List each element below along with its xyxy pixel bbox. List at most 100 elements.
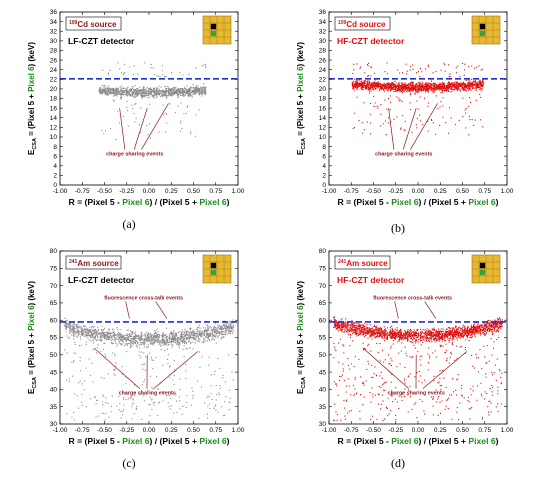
- data-point: [78, 325, 80, 327]
- data-point: [404, 82, 406, 84]
- data-point: [411, 356, 414, 358]
- data-point: [189, 87, 191, 89]
- data-point: [180, 337, 182, 339]
- data-point: [148, 94, 150, 96]
- data-point: [212, 338, 214, 340]
- data-point: [477, 323, 479, 325]
- data-point: [206, 330, 208, 332]
- data-point: [412, 86, 414, 88]
- y-tick-label: 65: [50, 300, 58, 307]
- data-point: [89, 330, 91, 332]
- data-point: [142, 92, 144, 94]
- data-point: [184, 341, 186, 343]
- data-point: [112, 352, 114, 354]
- data-point: [169, 341, 171, 344]
- data-point: [145, 91, 147, 93]
- data-point: [135, 90, 137, 92]
- y-axis-label: ECSA = (Pixel 5 + Pixel 6) (keV): [296, 42, 307, 155]
- data-point: [204, 336, 207, 338]
- data-point: [113, 339, 115, 341]
- data-point: [369, 113, 371, 115]
- y-axis-label-subscript: CSA: [32, 377, 38, 389]
- data-point: [85, 341, 87, 343]
- data-point: [490, 327, 492, 329]
- data-point: [132, 92, 134, 94]
- data-point: [401, 100, 403, 102]
- data-point: [129, 66, 131, 68]
- data-point: [194, 135, 197, 137]
- data-point: [175, 340, 177, 342]
- data-point: [151, 336, 153, 338]
- data-point: [108, 88, 110, 90]
- data-point: [468, 82, 470, 84]
- data-point: [142, 393, 144, 395]
- data-point: [185, 91, 187, 93]
- data-point: [166, 394, 168, 396]
- data-point: [158, 341, 160, 344]
- data-point: [468, 115, 470, 117]
- data-point: [95, 334, 97, 336]
- data-point: [95, 332, 97, 334]
- data-point: [434, 350, 436, 352]
- data-point: [420, 89, 422, 91]
- data-point: [196, 332, 198, 334]
- data-point: [132, 343, 134, 345]
- data-point: [475, 88, 477, 90]
- data-point: [418, 89, 420, 91]
- data-point: [222, 327, 225, 329]
- data-point: [159, 90, 161, 92]
- data-point: [400, 91, 403, 93]
- data-point: [362, 84, 364, 86]
- data-point: [195, 339, 197, 341]
- data-point: [135, 338, 137, 340]
- data-point: [64, 325, 66, 327]
- data-point: [112, 335, 114, 337]
- data-point: [197, 380, 199, 382]
- data-point: [221, 336, 223, 338]
- data-point: [201, 332, 203, 334]
- data-point: [440, 101, 442, 103]
- data-point: [133, 341, 136, 344]
- chart-panel-3: -1.00 -0.75 -0.50 -0.25 0.00 0.25 0.50 0.75 1.00…: [27, 248, 245, 470]
- data-point: [175, 90, 177, 92]
- data-point: [214, 330, 216, 332]
- data-point: [418, 90, 420, 92]
- data-point: [412, 64, 414, 66]
- data-point: [422, 123, 424, 125]
- data-point: [145, 340, 147, 342]
- data-point: [130, 93, 132, 95]
- data-point: [220, 330, 222, 332]
- data-point: [169, 92, 171, 95]
- data-point: [207, 334, 209, 336]
- data-point: [397, 82, 399, 85]
- data-point: [465, 85, 468, 87]
- data-point: [168, 94, 170, 96]
- data-point: [473, 80, 475, 82]
- data-point: [160, 335, 162, 337]
- data-point: [182, 90, 184, 92]
- data-point: [429, 87, 431, 89]
- data-point: [397, 89, 399, 91]
- data-point: [443, 86, 446, 89]
- data-point: [65, 328, 67, 330]
- data-point: [151, 95, 153, 97]
- data-point: [186, 348, 189, 350]
- annotation-arrow: [93, 347, 141, 389]
- data-point: [158, 343, 160, 345]
- data-point: [147, 89, 149, 92]
- data-point: [181, 90, 183, 92]
- data-point: [179, 334, 181, 336]
- data-point: [189, 91, 191, 93]
- y-axis-label-part: E: [27, 149, 36, 155]
- data-point: [137, 335, 139, 337]
- data-point: [108, 333, 110, 335]
- data-point: [355, 79, 357, 81]
- data-point: [165, 97, 167, 99]
- data-point: [184, 92, 187, 94]
- data-point: [190, 341, 192, 343]
- data-point: [452, 83, 454, 85]
- data-point: [436, 87, 438, 89]
- data-point: [480, 82, 482, 85]
- data-point: [442, 90, 444, 92]
- data-point: [427, 88, 429, 90]
